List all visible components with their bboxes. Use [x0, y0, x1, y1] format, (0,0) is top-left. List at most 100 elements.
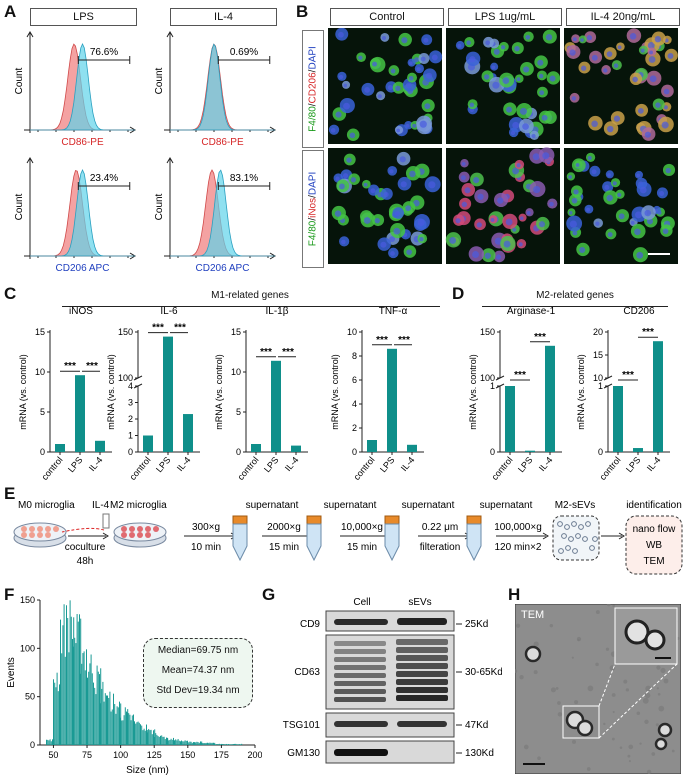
hist-bar [130, 720, 132, 745]
band-cd63-sevs [396, 655, 448, 661]
hist-bar [124, 707, 126, 745]
band-tsg101-cell [334, 721, 388, 727]
wb-kd-label: 25Kd [465, 619, 488, 630]
y-tick-label: 150 [20, 595, 35, 605]
group-line-m2 [482, 306, 668, 307]
x-tick-label: IL-4 [399, 455, 417, 473]
hist-bar [225, 743, 227, 745]
y-axis-label: Events [6, 657, 17, 688]
nucleus [431, 54, 438, 61]
panel-label-e: E [4, 484, 16, 503]
hist-bar [166, 737, 167, 745]
nucleus [413, 199, 420, 207]
nucleus [613, 63, 619, 68]
nucleus [490, 218, 495, 222]
wb-protein-label: CD63 [294, 667, 320, 678]
hist-bar [84, 670, 86, 745]
wb-col-sevs: sEVs [408, 597, 431, 608]
hist-bar [66, 639, 67, 745]
tube-body [466, 523, 482, 562]
tube-cap [384, 515, 400, 525]
nucleus [640, 48, 645, 53]
stain-sep: / [307, 69, 319, 73]
hist-bar [69, 600, 71, 745]
nucleus [472, 251, 480, 258]
x-tick-label: 125 [147, 750, 162, 760]
nucleus [396, 128, 401, 133]
arrow-head [542, 532, 549, 540]
hist-bar [87, 677, 88, 745]
cell [29, 526, 35, 532]
nucleus [477, 193, 484, 200]
tem-label: TEM [521, 609, 544, 621]
hist-bar [240, 744, 241, 745]
nucleus [649, 50, 653, 55]
stain-f480: F4/80 [307, 106, 319, 132]
nucleus [502, 77, 510, 85]
hist-bar [73, 646, 74, 745]
x-tick-label: LPS [378, 455, 397, 474]
nucleus [469, 102, 475, 108]
grain [663, 678, 669, 684]
nucleus [516, 77, 521, 82]
y-tick-label: 6 [352, 375, 357, 385]
hist-bar [106, 695, 107, 745]
nucleus [390, 251, 395, 256]
micro-col-control: Control [330, 8, 444, 26]
y-tick-label: 5 [236, 407, 241, 417]
nucleus [495, 254, 502, 260]
grain [671, 749, 675, 753]
y-axis-label: mRNA (vs. control) [330, 354, 340, 430]
group-title-m2: M2-related genes [536, 290, 614, 301]
hist-bar [203, 742, 205, 745]
nucleus [519, 107, 527, 115]
cell [45, 526, 51, 532]
grain [571, 656, 574, 659]
nucleus [526, 211, 531, 215]
band-cd63-sevs [396, 687, 448, 693]
y-tick-label: 150 [118, 327, 133, 337]
x-tick-label: LPS [624, 455, 643, 474]
label-supernatant: supernatant [324, 500, 377, 511]
nucleus [449, 236, 457, 244]
hist-bar [220, 744, 221, 745]
nucleus [587, 155, 592, 161]
grain [611, 737, 615, 741]
nucleus [618, 213, 625, 220]
nucleus [667, 53, 674, 59]
x-tick-label: 75 [82, 750, 92, 760]
hist-bar [110, 711, 112, 745]
nucleus [343, 173, 349, 179]
grain [619, 746, 623, 749]
stain-sep: / [307, 103, 319, 107]
nucleus [662, 228, 669, 235]
hist-bar [135, 723, 137, 745]
nucleus [512, 121, 520, 129]
hist-bar [187, 741, 188, 745]
flow-x-label: CD86-PE [201, 137, 244, 148]
hist-bar [47, 739, 49, 745]
nucleus [409, 170, 416, 178]
tube-cap [466, 515, 482, 525]
bar-LPS [163, 336, 173, 452]
band-cd9-cell [334, 619, 388, 625]
nucleus [516, 163, 521, 168]
cell [37, 526, 43, 532]
tem-image: TEM [515, 604, 681, 774]
nucleus [533, 185, 541, 194]
nucleus [549, 201, 554, 207]
x-axis-label: Size (nm) [126, 765, 169, 776]
nucleus [370, 188, 376, 194]
y-tick-label: 1 [490, 381, 495, 391]
nucleus [476, 222, 482, 228]
histogram-treated [170, 169, 275, 257]
tube-cap [306, 515, 322, 525]
panel-label-a: A [4, 2, 17, 21]
nucleus [549, 75, 556, 82]
grain [605, 647, 610, 651]
nucleus [358, 55, 363, 60]
hist-bar [191, 742, 193, 745]
hist-bar [227, 744, 228, 745]
nucleus [399, 156, 406, 163]
nucleus [586, 207, 591, 212]
